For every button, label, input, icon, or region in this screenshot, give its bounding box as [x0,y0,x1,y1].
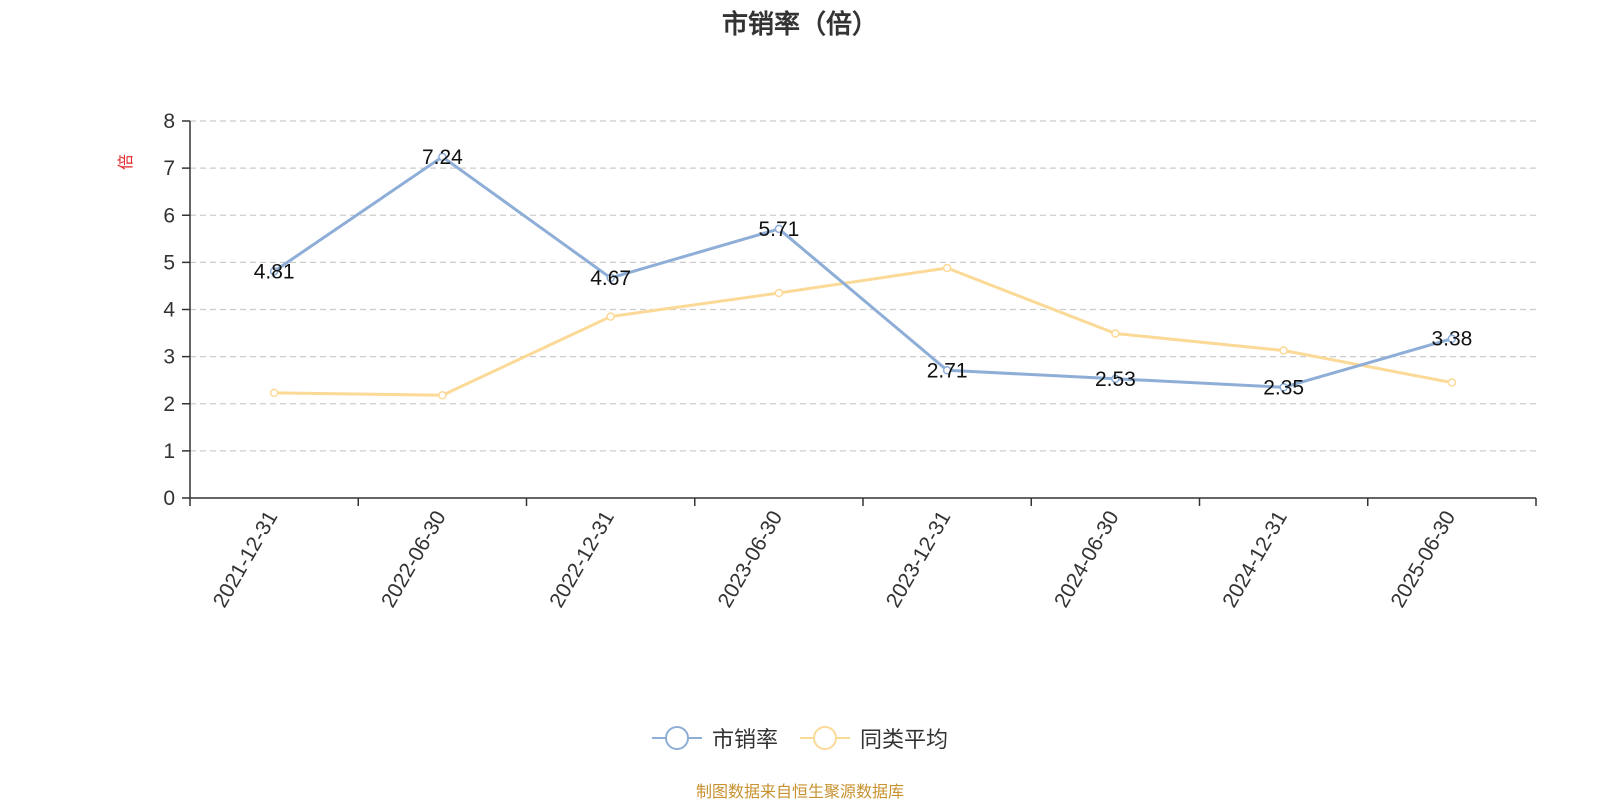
data-label: 3.38 [1431,328,1472,351]
x-tick-label: 2021-12-31 [209,507,283,612]
series-1-point[interactable] [1447,334,1457,343]
data-label: 5.71 [758,218,799,241]
series-line-1 [273,155,1453,389]
y-tick-label: 0 [163,487,175,510]
x-tick-label: 2022-06-30 [377,507,451,612]
grid-lines [190,120,1536,452]
data-label: 4.67 [590,267,631,290]
series-2-point[interactable] [774,288,784,298]
series-1-point[interactable] [774,224,784,234]
data-label: 2.53 [1095,368,1136,391]
x-tick-label: 2022-12-31 [545,507,619,612]
legend-marker-series-2 [800,726,850,750]
series-1-point[interactable] [606,273,615,283]
series-2-point[interactable] [1111,329,1120,338]
y-tick-label: 8 [163,110,175,133]
data-label: 4.81 [254,260,295,283]
legend: 市销率 同类平均 [0,722,1600,754]
legend-marker-series-1 [651,726,702,750]
series-1-point[interactable] [1111,374,1120,384]
legend-item-series-2[interactable]: 同类平均 [800,722,948,754]
series-line-2 [274,266,1453,397]
x-tick-label: 2023-06-30 [714,507,788,612]
y-tick-label: 5 [163,251,175,274]
data-label: 2.35 [1263,376,1304,399]
y-tick-label: 2 [163,393,175,416]
data-labels: 4.81 7.24 4.67 5.71 2.71 2.53 2.35 3.38 [254,146,1473,399]
series-2-point[interactable] [438,391,447,400]
legend-label-series-2: 同类平均 [860,728,949,753]
x-tick-label: 2024-12-31 [1218,507,1292,612]
series-2-point[interactable] [269,388,279,398]
series-2-point[interactable] [1279,346,1288,355]
x-tick-label: 2024-06-30 [1050,507,1124,612]
chart-title: 市销率（倍） [721,10,878,40]
series-1-point[interactable] [1279,383,1288,392]
legend-item-series-1[interactable]: 市销率 [651,722,778,754]
series-lines [269,152,1457,400]
y-tick-label: 6 [163,204,175,227]
legend-label-series-1: 市销率 [711,728,778,753]
y-axis-label: 倍 [117,154,135,170]
y-tick-label: 7 [163,157,175,180]
series-1-point[interactable] [942,366,952,375]
series-2-point[interactable] [942,263,952,273]
series-2-point[interactable] [1447,378,1457,387]
y-tick-label: 4 [163,299,175,322]
source-note: 制图数据来自恒生聚源数据库 [695,782,904,801]
data-label: 2.71 [927,359,968,382]
series-1-point[interactable] [269,267,279,276]
y-tick-label: 3 [163,346,175,369]
x-tick-label: 2025-06-30 [1387,507,1461,612]
x-tick-label: 2023-12-31 [882,507,956,612]
series-1-point[interactable] [438,152,447,162]
data-label: 7.24 [422,146,463,169]
y-tick-label: 1 [163,440,175,463]
series-2-point[interactable] [606,312,615,321]
